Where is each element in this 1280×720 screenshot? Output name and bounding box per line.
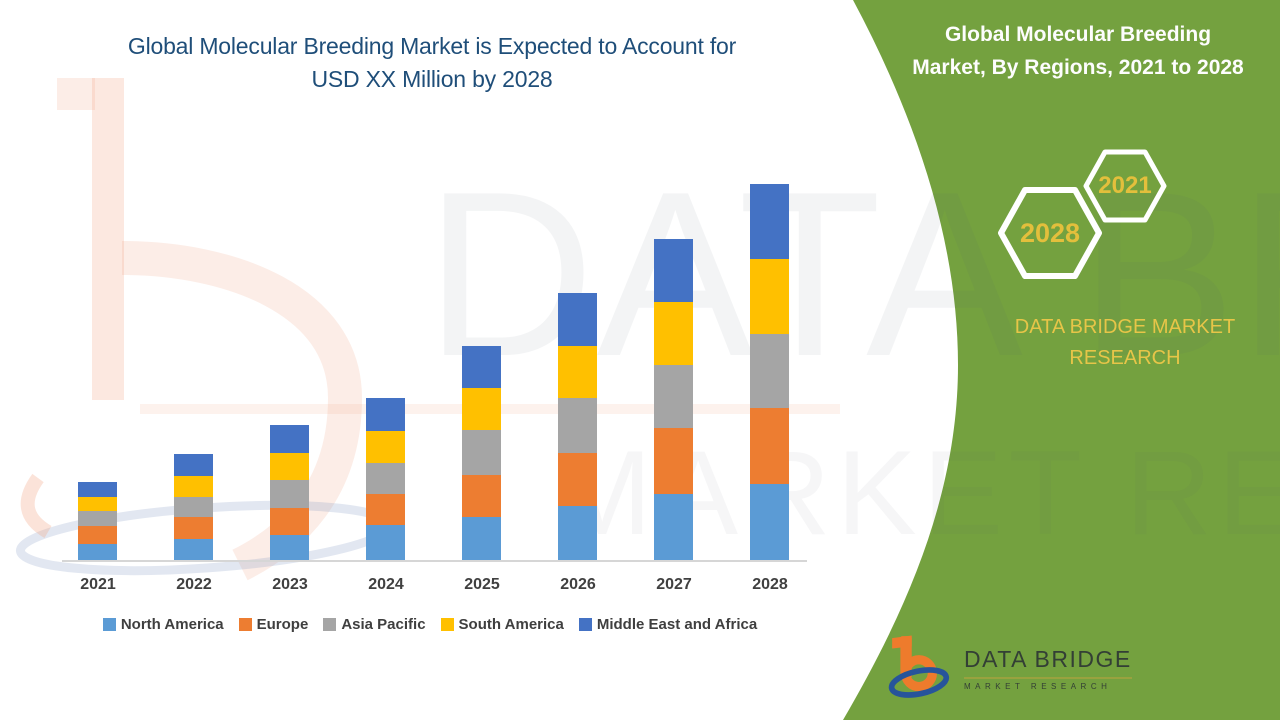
bar-segment-2025-middle-east-and-africa bbox=[462, 346, 501, 388]
legend-swatch bbox=[323, 618, 337, 631]
chart-title-line1: Global Molecular Breeding Market is Expe… bbox=[127, 33, 737, 59]
bar-segment-2025-north-america bbox=[462, 517, 501, 560]
legend-item-middle-east-and-africa: Middle East and Africa bbox=[578, 616, 758, 633]
bar-segment-2028-north-america bbox=[750, 484, 789, 560]
legend-label: North America bbox=[120, 616, 224, 633]
bar-segment-2024-north-america bbox=[366, 525, 405, 560]
legend-item-north-america: North America bbox=[102, 616, 224, 633]
data-bridge-b-icon bbox=[888, 635, 950, 698]
bar-segment-2023-south-america bbox=[270, 453, 309, 480]
bar-segment-2022-asia-pacific bbox=[174, 497, 213, 517]
chart-title: Global Molecular Breeding Market is Expe… bbox=[70, 30, 794, 96]
legend-item-asia-pacific: Asia Pacific bbox=[323, 616, 426, 633]
x-axis-label-2023: 2023 bbox=[272, 576, 308, 593]
brand-caption: DATA BRIDGE MARKET RESEARCH bbox=[975, 312, 1275, 374]
hexagon-2021-label: 2021 bbox=[1098, 172, 1152, 199]
bar-segment-2023-asia-pacific bbox=[270, 480, 309, 508]
bar-segment-2026-middle-east-and-africa bbox=[558, 293, 597, 346]
bar-segment-2027-south-america bbox=[654, 302, 693, 365]
hexagon-outline bbox=[1083, 149, 1167, 223]
x-axis-labels: 2021 2022 2023 2024 2025 2026 2027 2028 bbox=[62, 576, 807, 598]
bar-2025 bbox=[462, 346, 501, 560]
bar-segment-2024-south-america bbox=[366, 431, 405, 463]
bar-segment-2024-middle-east-and-africa bbox=[366, 398, 405, 431]
bar-segment-2027-middle-east-and-africa bbox=[654, 239, 693, 302]
x-axis-label-2021: 2021 bbox=[80, 576, 116, 593]
bar-segment-2027-asia-pacific bbox=[654, 365, 693, 428]
x-axis-label-2026: 2026 bbox=[560, 576, 596, 593]
x-axis-label-2025: 2025 bbox=[464, 576, 500, 593]
bar-segment-2021-north-america bbox=[78, 544, 117, 560]
legend-item-europe: Europe bbox=[238, 616, 309, 633]
x-axis-label-2022: 2022 bbox=[176, 576, 212, 593]
bar-segment-2028-middle-east-and-africa bbox=[750, 184, 789, 259]
bar-2027 bbox=[654, 239, 693, 560]
bar-segment-2028-asia-pacific bbox=[750, 334, 789, 408]
chart-title-line2: USD XX Million by 2028 bbox=[311, 66, 553, 92]
bar-segment-2028-europe bbox=[750, 408, 789, 484]
bar-segment-2025-south-america bbox=[462, 388, 501, 430]
x-axis-label-2024: 2024 bbox=[368, 576, 404, 593]
bar-2021 bbox=[78, 482, 117, 560]
legend-label: Middle East and Africa bbox=[596, 616, 758, 633]
legend-label: South America bbox=[458, 616, 564, 633]
bar-segment-2021-south-america bbox=[78, 497, 117, 511]
bar-segment-2026-asia-pacific bbox=[558, 398, 597, 453]
chart-legend: North America Europe Asia Pacific South Ame… bbox=[40, 616, 820, 633]
brand-caption-line1: DATA BRIDGE MARKET bbox=[1014, 316, 1236, 338]
panel-title: Global Molecular Breeding Market, By Reg… bbox=[880, 18, 1276, 84]
bar-segment-2023-middle-east-and-africa bbox=[270, 425, 309, 453]
bar-segment-2026-europe bbox=[558, 453, 597, 506]
hexagon-2028-label: 2028 bbox=[1019, 217, 1081, 248]
bar-segment-2022-middle-east-and-africa bbox=[174, 454, 213, 476]
bar-segment-2028-south-america bbox=[750, 259, 789, 334]
legend-label: Asia Pacific bbox=[341, 616, 426, 633]
bar-segment-2025-asia-pacific bbox=[462, 430, 501, 475]
legend-swatch bbox=[440, 618, 454, 631]
legend-swatch bbox=[102, 618, 116, 631]
bar-segment-2024-asia-pacific bbox=[366, 463, 405, 494]
bar-segment-2021-middle-east-and-africa bbox=[78, 482, 117, 497]
bar-segment-2026-north-america bbox=[558, 506, 597, 560]
bar-segment-2027-europe bbox=[654, 428, 693, 494]
bar-segment-2023-north-america bbox=[270, 535, 309, 560]
x-axis-label-2027: 2027 bbox=[656, 576, 692, 593]
bar-2023 bbox=[270, 425, 309, 560]
bar-segment-2024-europe bbox=[366, 494, 405, 525]
bar-segment-2022-europe bbox=[174, 517, 213, 539]
bar-2022 bbox=[174, 454, 213, 560]
plot-area bbox=[62, 100, 807, 562]
bar-segment-2023-europe bbox=[270, 508, 309, 535]
hexagon-badge-2028: 2028 bbox=[998, 186, 1102, 280]
x-axis-label-2028: 2028 bbox=[752, 576, 788, 593]
panel-title-line1: Global Molecular Breeding bbox=[944, 23, 1212, 46]
legend-item-south-america: South America bbox=[440, 616, 564, 633]
bar-segment-2025-europe bbox=[462, 475, 501, 517]
logo-name: DATA BRIDGE bbox=[964, 646, 1132, 679]
logo-text: DATA BRIDGE MARKET RESEARCH bbox=[964, 646, 1132, 691]
bar-segment-2027-north-america bbox=[654, 494, 693, 560]
legend-swatch bbox=[578, 618, 592, 631]
hexagon-outline bbox=[998, 187, 1102, 279]
legend-swatch bbox=[238, 618, 252, 631]
bar-segment-2021-europe bbox=[78, 526, 117, 544]
legend-label: Europe bbox=[256, 616, 309, 633]
bar-2024 bbox=[366, 398, 405, 560]
bar-segment-2026-south-america bbox=[558, 346, 597, 398]
logo-tagline: MARKET RESEARCH bbox=[964, 682, 1112, 691]
brand-caption-line2: RESEARCH bbox=[1069, 347, 1181, 369]
bar-segment-2022-south-america bbox=[174, 476, 213, 497]
bar-2026 bbox=[558, 293, 597, 560]
bar-2028 bbox=[750, 184, 789, 560]
panel-title-line2: Market, By Regions, 2021 to 2028 bbox=[912, 56, 1244, 79]
data-bridge-logo: DATA BRIDGE MARKET RESEARCH bbox=[888, 634, 1132, 700]
bar-segment-2021-asia-pacific bbox=[78, 511, 117, 526]
bar-segment-2022-north-america bbox=[174, 539, 213, 560]
hexagon-badge-2021: 2021 bbox=[1083, 148, 1167, 224]
